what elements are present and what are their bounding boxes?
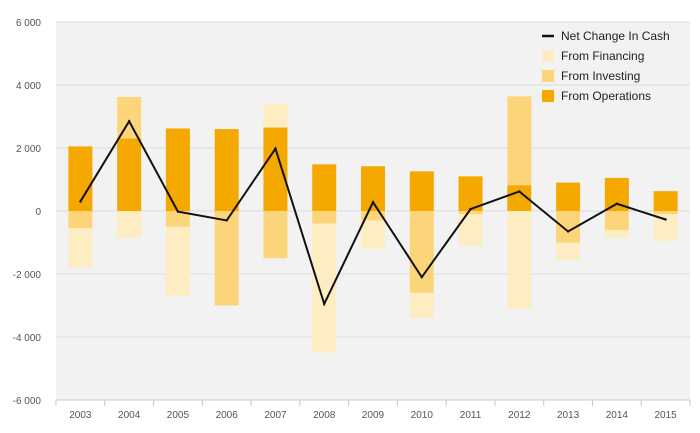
x-tick-label: 2004 [118, 410, 141, 421]
legend-label: From Financing [561, 49, 644, 63]
bar-from-investing [263, 211, 288, 259]
bar-from-financing [556, 242, 581, 260]
x-tick-label: 2011 [460, 410, 482, 421]
x-tick-label: 2007 [264, 410, 287, 421]
bar-from-operations [165, 128, 190, 211]
bar-from-investing [214, 211, 239, 306]
line-point [274, 147, 277, 150]
line-point [79, 200, 82, 203]
line-point [664, 218, 667, 221]
bar-from-financing [263, 103, 288, 128]
bar-from-financing [653, 214, 678, 241]
legend-color-swatch [542, 50, 554, 62]
bar-from-financing [165, 226, 190, 297]
y-tick-label: -2 000 [13, 270, 42, 281]
bar-from-investing [312, 211, 337, 224]
bar-from-investing [507, 96, 532, 186]
line-point [225, 219, 228, 222]
line-point [469, 207, 472, 211]
legend-item: From Investing [542, 69, 640, 83]
bar-from-operations [214, 129, 239, 211]
line-point [615, 202, 619, 205]
y-tick-label: 6 000 [16, 18, 41, 29]
legend: Net Change In Cash From Financing From Inv… [542, 29, 670, 103]
line-point [176, 210, 180, 213]
bar-from-financing [117, 211, 142, 238]
x-tick-label: 2015 [654, 410, 677, 421]
x-tick-label: 2012 [508, 410, 531, 421]
bar-from-financing [604, 229, 629, 238]
bar-from-operations [653, 191, 678, 211]
legend-item: From Operations [542, 89, 651, 103]
y-tick-label: -4 000 [13, 333, 42, 344]
bar-from-operations [117, 138, 142, 211]
bar-from-investing [361, 211, 385, 221]
line-point [518, 190, 521, 193]
x-axis: 2003 2004 2005 2006 2007 2008 2009 2010 2011 2012… [55, 399, 691, 421]
x-tick-label: 2009 [362, 410, 385, 421]
x-tick-label: 2003 [69, 410, 92, 421]
line-point [566, 230, 570, 233]
x-tick-label: 2010 [411, 410, 434, 421]
x-tick-label: 2006 [216, 410, 239, 421]
legend-label: From Operations [561, 89, 651, 103]
bar-from-financing [507, 211, 532, 309]
line-point [127, 120, 131, 123]
bar-from-financing [361, 220, 385, 249]
y-tick-label: -6 000 [13, 396, 42, 407]
x-tick-label: 2008 [313, 410, 336, 421]
bar-from-investing [458, 211, 483, 215]
bar-from-financing [68, 228, 93, 268]
x-tick-label: 2005 [167, 410, 190, 421]
legend-item: Net Change In Cash [542, 29, 670, 43]
bar-from-investing [117, 96, 142, 139]
bar-from-investing [68, 211, 93, 229]
legend-label: From Investing [561, 69, 640, 83]
y-tick-label: 0 [35, 207, 41, 218]
legend-label: Net Change In Cash [561, 29, 670, 43]
bar-from-financing [458, 214, 483, 246]
legend-item: From Financing [542, 49, 644, 63]
legend-color-swatch [542, 90, 554, 102]
legend-color-swatch [542, 70, 554, 82]
bar-from-investing [604, 211, 629, 230]
line-series [79, 119, 667, 307]
y-axis: -6 000 -4 000 -2 000 0 2 000 4 000 6 000 [13, 18, 42, 407]
line-point [420, 275, 423, 279]
bar-from-financing [409, 292, 434, 319]
bar-series [68, 96, 678, 353]
bar-from-investing [653, 211, 678, 215]
x-tick-label: 2013 [557, 410, 580, 421]
bar-from-operations [312, 164, 337, 211]
y-tick-label: 2 000 [16, 144, 41, 155]
bar-from-operations [556, 182, 581, 211]
line-point [323, 302, 326, 306]
line-point [371, 200, 375, 204]
x-tick-label: 2014 [606, 410, 629, 421]
bar-from-investing [165, 211, 190, 227]
y-tick-label: 4 000 [16, 81, 41, 92]
bar-from-investing [409, 211, 434, 293]
bar-from-operations [263, 127, 288, 211]
bar-from-operations [409, 171, 434, 211]
